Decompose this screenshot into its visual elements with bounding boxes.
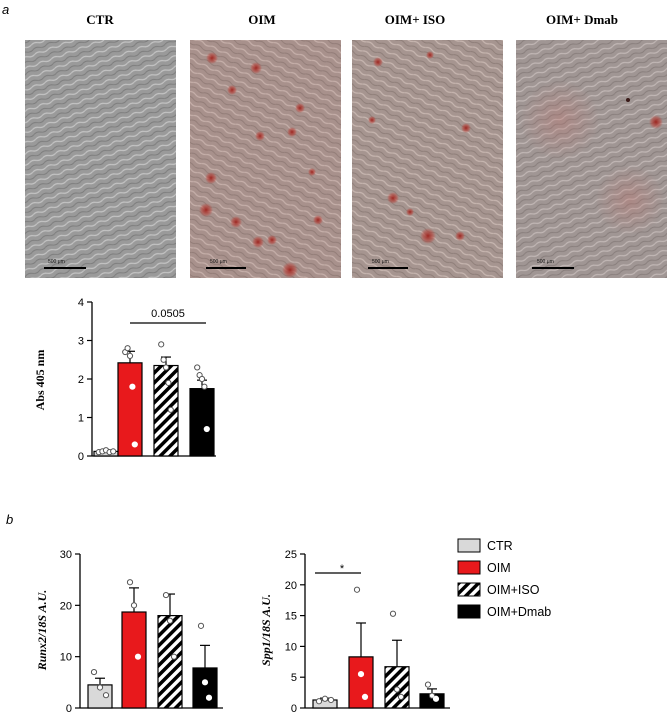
data-point: [432, 695, 440, 702]
micrograph-oim-dmab: [516, 40, 667, 278]
legend-swatch-oim: [457, 560, 481, 575]
y-tick-label: 20: [60, 600, 72, 612]
micrograph-title-ctr: CTR: [86, 12, 114, 27]
legend-label-ctr: CTR: [487, 539, 513, 553]
y-tick-label: 1: [78, 413, 84, 425]
y-tick-label: 30: [60, 549, 72, 561]
data-point: [393, 686, 401, 693]
significance-label: 0.0505: [151, 308, 185, 320]
data-point: [321, 695, 329, 702]
legend: CTR OIM OIM+ISO OIM+Dmab: [457, 538, 551, 619]
chart-runx2: 0 10 20 30: [60, 549, 223, 715]
micrograph-oim: [190, 40, 341, 278]
data-point: [130, 602, 138, 609]
data-point: [424, 681, 432, 688]
micrograph-oim-iso: [352, 40, 503, 278]
data-point: [102, 692, 110, 699]
micrograph-title-oim-iso: OIM+ ISO: [384, 12, 446, 27]
bar-oim-dmab: [192, 667, 218, 709]
legend-swatch-oim-iso: [457, 582, 481, 597]
data-point: [96, 684, 104, 691]
data-point: [170, 653, 178, 660]
bar-oim: [121, 611, 147, 709]
data-point: [110, 448, 117, 455]
bar-oim-dmab: [189, 388, 215, 457]
data-point: [315, 698, 323, 705]
y-tick-label: 3: [78, 336, 84, 348]
y-tick-label: 2: [78, 374, 84, 386]
bar-oim-iso: [157, 614, 183, 709]
y-tick-label: 10: [285, 641, 297, 653]
y-tick-label: 4: [78, 297, 84, 309]
micrograph-title-oim: OIM: [248, 12, 276, 27]
data-point: [428, 692, 436, 699]
legend-swatch-ctr: [457, 538, 481, 553]
data-point: [160, 356, 167, 363]
y-tick-label: 0: [66, 703, 72, 715]
chart-a-ylabel: Abs 405 nm: [33, 350, 47, 411]
data-point: [357, 671, 365, 678]
data-point: [201, 679, 209, 686]
data-point: [327, 696, 335, 704]
data-point: [389, 610, 397, 617]
data-point: [134, 653, 142, 660]
chart-abs-405: 0 1 2 3 4 0.0505: [78, 297, 216, 463]
data-point: [131, 441, 138, 448]
panel-a-label: a: [2, 2, 10, 17]
y-tick-label: 25: [285, 549, 297, 561]
micrographs: [25, 40, 667, 278]
scale-bar-label-oim-dmab: 500 μm: [537, 259, 554, 265]
data-point: [397, 693, 405, 701]
chart-c-ylabel: Spp1/18S A.U.: [259, 594, 273, 666]
y-tick-label: 0: [78, 451, 84, 463]
data-point: [126, 579, 134, 586]
legend-label-oim-iso: OIM+ISO: [487, 583, 540, 597]
scale-bar-label-oim: 500 μm: [210, 259, 227, 265]
bar-oim-iso: [153, 364, 179, 457]
y-tick-label: 0: [291, 703, 297, 715]
chart-spp1: 0 5 10 15 20 25 *: [285, 549, 450, 715]
data-point: [158, 341, 165, 348]
data-point: [201, 383, 208, 390]
data-point: [353, 586, 361, 593]
significance-label: *: [340, 563, 345, 575]
data-point: [90, 668, 98, 676]
data-point: [167, 406, 174, 413]
micrograph-ctr: [25, 40, 176, 278]
chart-b-ylabel: Runx2/18S A.U.: [35, 590, 49, 672]
data-point: [162, 591, 170, 599]
data-point: [197, 622, 205, 629]
data-point: [203, 425, 210, 433]
panel-b-label: b: [6, 512, 14, 527]
y-tick-label: 10: [60, 652, 72, 664]
y-tick-label: 5: [291, 672, 297, 684]
data-point: [124, 345, 131, 352]
data-point: [166, 617, 174, 624]
data-point: [198, 375, 206, 383]
legend-label-oim-dmab: OIM+Dmab: [487, 605, 551, 619]
data-point: [129, 383, 136, 390]
bar-oim: [117, 362, 143, 457]
scale-bar-label-oim-iso: 500 μm: [372, 259, 389, 265]
data-point: [126, 352, 134, 359]
data-point: [194, 364, 201, 371]
bar-oim: [348, 656, 374, 709]
data-point: [361, 693, 369, 701]
scale-bar-label-ctr: 500 μm: [48, 259, 65, 265]
y-tick-label: 20: [285, 580, 297, 592]
data-point: [165, 379, 172, 386]
data-point: [162, 364, 170, 371]
y-tick-label: 15: [285, 611, 297, 623]
legend-label-oim: OIM: [487, 561, 511, 575]
legend-swatch-oim-dmab: [457, 604, 481, 619]
micrograph-title-oim-dmab: OIM+ Dmab: [545, 12, 619, 27]
data-point: [205, 694, 213, 701]
